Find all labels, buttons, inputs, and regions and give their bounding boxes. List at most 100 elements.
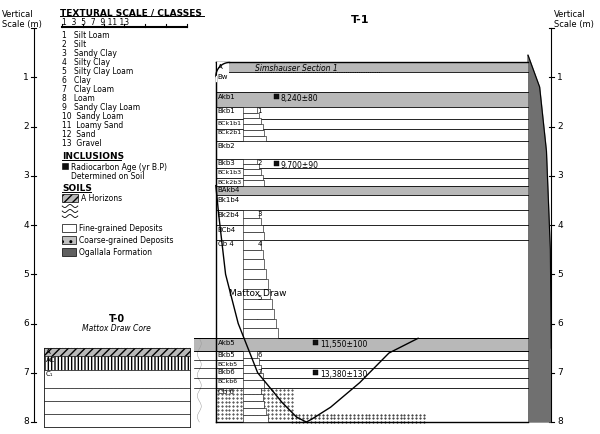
Text: 8: 8 (557, 418, 563, 427)
Text: AC: AC (46, 357, 55, 363)
Bar (243, 250, 263, 260)
Text: 1: 1 (257, 108, 262, 114)
Bar (216, 361, 528, 368)
Bar (243, 380, 265, 388)
Text: Bkb5: Bkb5 (218, 352, 235, 358)
Bar (216, 62, 229, 76)
Text: BCk1b1: BCk1b1 (218, 121, 242, 125)
Bar (243, 299, 272, 309)
Bar (44, 348, 190, 356)
Text: A Horizons: A Horizons (81, 194, 122, 203)
Text: A: A (218, 64, 223, 70)
Text: 4: 4 (257, 241, 262, 247)
Bar (243, 373, 263, 380)
Text: T-0: T-0 (109, 314, 125, 324)
Bar (243, 112, 259, 118)
Bar (216, 72, 528, 92)
Text: Vertical
Scale (m): Vertical Scale (m) (554, 10, 594, 30)
Bar (216, 225, 528, 240)
Text: 6   Clay: 6 Clay (62, 76, 91, 85)
Bar (243, 158, 257, 164)
Text: 1: 1 (557, 73, 563, 82)
Bar (62, 224, 76, 232)
Text: Cb 4: Cb 4 (218, 241, 233, 247)
Text: 5: 5 (257, 295, 262, 301)
Text: 6: 6 (557, 319, 563, 328)
Bar (194, 351, 216, 361)
Text: A: A (46, 349, 50, 355)
Bar (194, 361, 216, 368)
Bar (194, 338, 216, 351)
Text: 2: 2 (23, 122, 29, 131)
Bar (243, 289, 270, 299)
Bar (216, 129, 528, 141)
Text: Vertical
Scale (m): Vertical Scale (m) (2, 10, 42, 30)
Text: 1: 1 (23, 73, 29, 82)
Bar (243, 217, 260, 225)
Bar (62, 163, 68, 169)
Bar (216, 28, 528, 422)
Bar (243, 225, 263, 232)
Text: BCkb5: BCkb5 (218, 362, 238, 367)
Text: 11  Loamy Sand: 11 Loamy Sand (62, 121, 124, 130)
Text: Ogallala Formation: Ogallala Formation (79, 248, 152, 257)
Text: Determined on Soil: Determined on Soil (71, 172, 145, 181)
Text: Mattox Draw Core: Mattox Draw Core (82, 324, 151, 332)
Text: BAkb4: BAkb4 (218, 187, 240, 193)
Text: 7   Clay Loam: 7 Clay Loam (62, 85, 114, 94)
Text: BCk2b1: BCk2b1 (218, 131, 242, 135)
Bar (216, 338, 528, 351)
Text: 12  Sand: 12 Sand (62, 130, 96, 139)
Text: 4: 4 (23, 220, 29, 230)
Text: TEXTURAL SCALE / CLASSES: TEXTURAL SCALE / CLASSES (60, 8, 202, 17)
Text: 3: 3 (257, 211, 262, 217)
Bar (62, 236, 76, 244)
Text: 10  Sandy Loam: 10 Sandy Loam (62, 112, 124, 121)
Text: Ogallala Fm.: Ogallala Fm. (472, 230, 525, 239)
Text: BCkb6: BCkb6 (218, 379, 238, 384)
Bar (243, 358, 259, 365)
Text: Akb1: Akb1 (218, 93, 236, 99)
Text: 7: 7 (257, 369, 262, 375)
Text: 2: 2 (557, 122, 563, 131)
Bar (216, 92, 528, 107)
Bar (62, 194, 78, 202)
Text: 7: 7 (23, 368, 29, 377)
Text: 3   Sandy Clay: 3 Sandy Clay (62, 49, 117, 58)
Text: 1  3  5  7  9 11 13: 1 3 5 7 9 11 13 (62, 18, 130, 27)
Text: 5: 5 (23, 270, 29, 279)
Text: Simshauser Section 1: Simshauser Section 1 (255, 65, 337, 73)
Text: BCk1b3: BCk1b3 (218, 170, 242, 175)
Text: Fine-grained Deposits: Fine-grained Deposits (79, 224, 163, 233)
Bar (44, 414, 190, 427)
Bar (243, 388, 260, 395)
Bar (243, 107, 257, 112)
Text: 8   Loam: 8 Loam (62, 94, 95, 103)
Bar (274, 94, 279, 99)
Text: 5: 5 (557, 270, 563, 279)
Text: Bkb3: Bkb3 (218, 160, 236, 166)
Text: 6: 6 (23, 319, 29, 328)
Text: 9   Sandy Clay Loam: 9 Sandy Clay Loam (62, 103, 140, 112)
Bar (216, 186, 528, 195)
Text: Bkb1: Bkb1 (218, 108, 236, 114)
Bar (243, 118, 260, 124)
Bar (44, 370, 190, 388)
Bar (243, 279, 268, 289)
Text: 7: 7 (557, 368, 563, 377)
Text: Bw: Bw (218, 74, 228, 80)
Text: 3: 3 (557, 171, 563, 180)
Text: 13  Gravel: 13 Gravel (62, 139, 102, 148)
Bar (216, 388, 528, 422)
Text: 11,550±100: 11,550±100 (320, 340, 367, 349)
Bar (243, 232, 265, 240)
Bar (216, 210, 528, 225)
Text: 4   Silty Clay: 4 Silty Clay (62, 58, 110, 67)
Bar (313, 370, 318, 375)
Bar (243, 135, 266, 141)
Text: 6: 6 (257, 352, 262, 358)
Bar (44, 388, 190, 401)
Text: 5   Silty Clay Loam: 5 Silty Clay Loam (62, 67, 133, 76)
Text: 8: 8 (23, 418, 29, 427)
Bar (216, 119, 528, 129)
